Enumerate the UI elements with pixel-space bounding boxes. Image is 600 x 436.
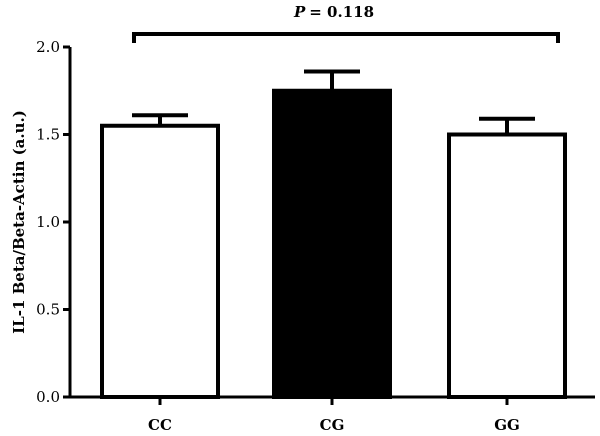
significance-bracket	[132, 32, 560, 43]
y-tick-label: 1.0	[36, 213, 60, 231]
p-symbol: P	[293, 3, 306, 21]
bar-cc	[100, 123, 220, 399]
error-bars	[132, 69, 535, 135]
y-tick-label: 2.0	[36, 38, 60, 56]
significance-annotation: P = 0.118	[132, 3, 560, 43]
p-value-label: P = 0.118	[293, 3, 374, 21]
y-axis-label: IL-1 Beta/Beta-Actin (a.u.)	[10, 110, 28, 334]
y-tick-label: 0.0	[36, 388, 60, 406]
x-tick-label-cc: CC	[148, 416, 172, 434]
bars	[100, 88, 567, 399]
x-tick-label-cg: CG	[320, 416, 345, 434]
y-tick-label: 0.5	[36, 301, 60, 319]
p-value-text: = 0.118	[309, 3, 374, 21]
y-tick-label: 1.5	[36, 126, 60, 144]
bar-cg	[272, 88, 392, 399]
bar-gg	[447, 132, 567, 399]
x-tick-label-gg: GG	[494, 416, 520, 434]
